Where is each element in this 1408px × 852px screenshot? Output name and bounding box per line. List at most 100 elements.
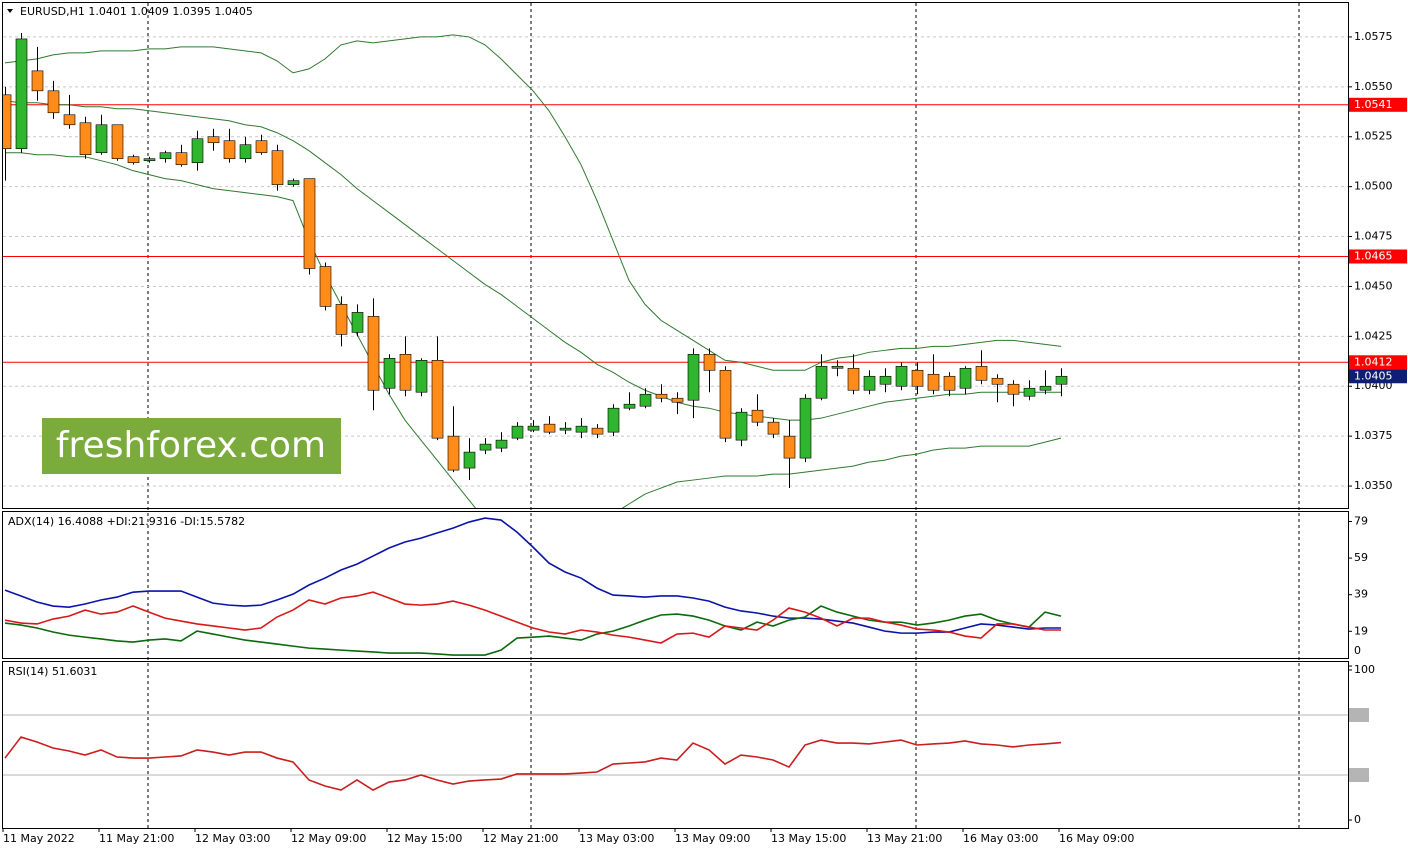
watermark-box (42, 418, 341, 474)
candle-body (47, 90, 60, 114)
candle-body (511, 425, 524, 439)
candle-body (735, 411, 748, 441)
y-tick-label: 19 (1354, 624, 1368, 637)
candle-body (1039, 385, 1052, 391)
indicator-line (4, 736, 1062, 791)
y-tick-label: 1.0475 (1354, 230, 1393, 243)
candle-body (527, 425, 540, 431)
band (5, 152, 1062, 508)
level-label-box (1349, 707, 1369, 722)
y-tick-label: 79 (1354, 515, 1368, 528)
panel-0 (3, 32, 1348, 508)
panel-2 (3, 714, 1348, 791)
panel-frames (2, 2, 1349, 829)
candle-body (399, 354, 412, 391)
indicator-line (4, 517, 1061, 634)
y-tick-label: 1.0425 (1354, 329, 1393, 342)
x-tick-label: 13 May 09:00 (675, 832, 750, 845)
y-tick-label: 0 (1354, 644, 1361, 657)
candle-body (895, 365, 908, 387)
candle-body (543, 423, 556, 433)
candle-body (623, 403, 636, 409)
level-label: 1.0465 (1354, 249, 1393, 262)
candle-body (63, 114, 76, 126)
candle-body (3, 94, 12, 150)
x-tick-label: 16 May 09:00 (1059, 832, 1134, 845)
x-tick-label: 13 May 15:00 (771, 832, 846, 845)
x-tick-label: 12 May 09:00 (291, 832, 366, 845)
candle-body (1007, 383, 1020, 395)
candle-body (1055, 375, 1068, 385)
candle-body (271, 150, 284, 185)
candle-body (847, 367, 860, 391)
candle-body (463, 451, 476, 469)
candle-body (351, 312, 364, 333)
candle-body (479, 443, 492, 451)
candle-body (319, 266, 332, 307)
candle-body (239, 144, 252, 159)
x-tick-label: 12 May 21:00 (483, 832, 558, 845)
band (4, 100, 1061, 421)
rsi-panel-frame (2, 661, 1349, 829)
x-tick-label: 12 May 15:00 (387, 832, 462, 845)
candle-body (927, 373, 940, 391)
adx-panel-frame (2, 511, 1349, 659)
y-tick-label: 59 (1354, 551, 1368, 564)
candle-body (431, 359, 444, 439)
level-label-box (1349, 249, 1407, 264)
candle-body (191, 138, 204, 163)
level-label-box (1349, 355, 1407, 370)
candle-body (1023, 387, 1036, 397)
y-tick-label: 100 (1354, 663, 1375, 676)
candle-body (255, 140, 268, 154)
candle-body (143, 158, 156, 161)
candle-body (879, 375, 892, 385)
x-tick-label: 11 May 2022 (3, 832, 75, 845)
candle-body (79, 122, 92, 155)
candle-body (31, 70, 44, 92)
candle-body (495, 439, 508, 449)
candle-body (991, 377, 1004, 385)
candle-body (95, 124, 108, 154)
candle-body (15, 38, 28, 150)
candle-body (175, 152, 188, 165)
candle-body (911, 369, 924, 387)
candle-body (719, 369, 732, 439)
candle-body (575, 425, 588, 433)
adx-title: ADX(14) 16.4088 +DI:21.9316 -DI:15.5782 (8, 515, 245, 528)
candle-body (287, 180, 300, 185)
x-tick-label: 16 May 03:00 (963, 832, 1038, 845)
x-tick-label: 13 May 21:00 (867, 832, 942, 845)
candle-body (703, 354, 716, 371)
candle-body (671, 397, 684, 403)
y-tick-label: 1.0450 (1354, 279, 1393, 292)
candle-body (639, 393, 652, 407)
rsi-title: RSI(14) 51.6031 (8, 665, 97, 678)
candle-body (655, 393, 668, 399)
indicator-line (4, 591, 1061, 644)
candle-body (127, 156, 140, 163)
candle-body (687, 354, 700, 401)
y-tick-label: 1.0500 (1354, 180, 1393, 193)
candle-body (943, 375, 956, 391)
y-tick-label: 1.0375 (1354, 429, 1393, 442)
candle-body (559, 427, 572, 431)
plot-layer: 1.0575 1.0550 1.0525 1.0500 1.0475 1.0450 1.04… (2, 30, 1407, 845)
candle-body (447, 435, 460, 471)
watermark: freshforex.com (56, 425, 326, 466)
candle-body (111, 124, 124, 159)
last-price-box (1349, 369, 1407, 384)
candle-body (959, 367, 972, 389)
last-price-label: 1.0405 (1354, 369, 1393, 382)
candle-body (863, 375, 876, 391)
x-tick-label: 11 May 21:00 (99, 832, 174, 845)
candle-body (815, 365, 828, 399)
panel-1 (4, 517, 1062, 656)
candle-body (767, 421, 780, 435)
candle-body (607, 407, 620, 433)
band (4, 34, 1062, 371)
candle-body (303, 178, 316, 269)
panel-menu-icon[interactable] (7, 9, 13, 13)
y-tick-label: 0 (1354, 813, 1361, 826)
